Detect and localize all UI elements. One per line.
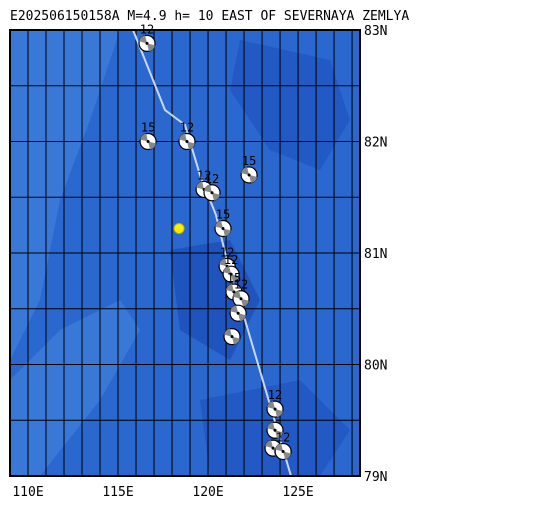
beachball-quadrant [204, 184, 221, 201]
beachball-quadrant [223, 328, 240, 345]
focal-mechanism [229, 304, 247, 322]
lat-tick-label: 81N [364, 247, 387, 262]
beachball-quadrant [241, 166, 258, 183]
depth-label: 12 [224, 253, 238, 267]
beachball-quadrant [232, 290, 249, 307]
focal-mechanism [138, 34, 156, 52]
depth-label: 12 [197, 168, 211, 182]
map-frame [9, 29, 361, 477]
depth-label: 15 [227, 271, 241, 285]
beachball-quadrant [275, 443, 292, 460]
depth-label: 12 [180, 121, 194, 135]
focal-mechanism [274, 442, 292, 461]
beachball-quadrant [140, 133, 157, 150]
focal-mechanism [266, 421, 284, 439]
beachball-quadrant [223, 266, 240, 283]
depth-label: 12 [276, 430, 290, 444]
depth-label: 12 [140, 22, 154, 36]
lat-tick-label: 79N [364, 470, 387, 485]
beachball-quadrant [267, 422, 284, 439]
depth-label: 15 [216, 207, 230, 221]
focal-mechanism [240, 166, 258, 184]
beachball-center [281, 449, 285, 453]
depth-label: 15 [141, 121, 155, 135]
beachball-center [230, 335, 234, 339]
epicenter [173, 222, 185, 234]
beachball-quadrant [267, 401, 284, 418]
depth-label: 12 [234, 278, 248, 292]
beachball-quadrant [139, 35, 156, 52]
beachball-quadrant [214, 220, 231, 237]
beachball-center [229, 272, 233, 276]
beachball-center [146, 140, 150, 143]
beachball-quadrant [230, 305, 247, 322]
beachball-center [210, 191, 214, 195]
depth-label: 12 [268, 388, 282, 402]
beachball-center [247, 173, 251, 177]
beachball-center [239, 297, 243, 301]
beachball-center [236, 311, 240, 315]
beachball-center [273, 428, 277, 432]
lat-tick-label: 82N [364, 136, 387, 151]
lat-tick-label: 80N [364, 359, 387, 374]
beachball-center [185, 140, 189, 143]
depth-label: 12 [205, 172, 219, 186]
focal-mechanism [266, 400, 284, 418]
beachball-center [271, 446, 275, 450]
focal-mechanism [222, 265, 240, 283]
title: E202506150158A M=4.9 h= 10 EAST OF SEVER… [10, 9, 409, 24]
lon-tick-label: 125E [282, 485, 313, 500]
focal-mechanism [214, 219, 232, 238]
focal-mechanism [178, 132, 196, 151]
lon-tick-label: 115E [102, 485, 133, 500]
focal-mechanism [223, 328, 241, 346]
lon-tick-label: 120E [192, 485, 223, 500]
depth-label: 12 [220, 245, 234, 259]
lon-tick-label: 110E [12, 485, 43, 500]
beachball-center [273, 407, 277, 411]
beachball-quadrant [178, 133, 195, 150]
depth-label: 15 [242, 154, 256, 168]
lat-tick-label: 83N [364, 24, 387, 39]
grid [10, 30, 360, 476]
beachball-center [145, 41, 149, 45]
beachball-center [221, 226, 225, 230]
focal-mechanism [232, 290, 250, 308]
focal-mechanism [139, 132, 157, 151]
focal-mechanism [203, 184, 221, 202]
beachball-center [232, 290, 236, 294]
